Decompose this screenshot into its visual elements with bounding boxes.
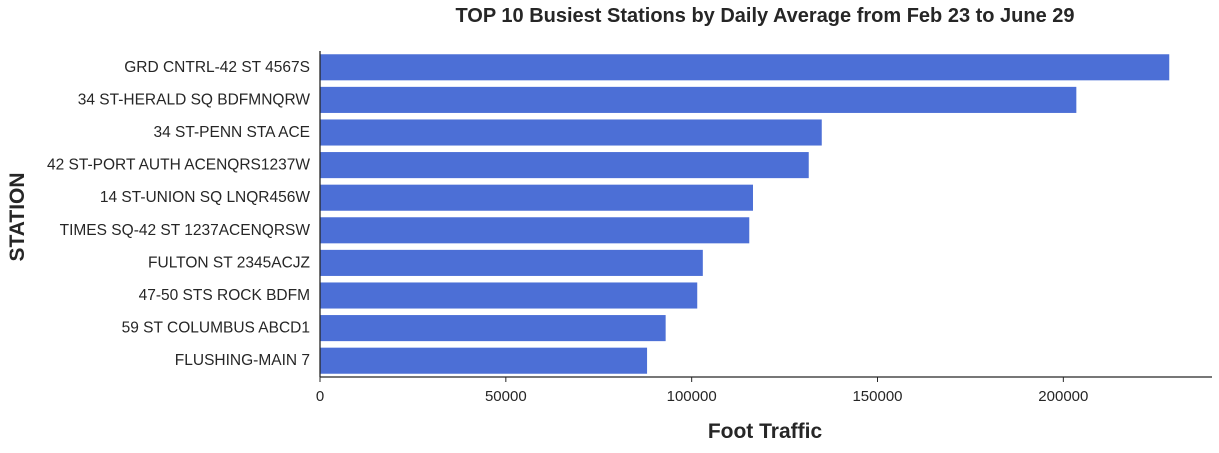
bar [320,119,822,146]
category-label: 47-50 STS ROCK BDFM [139,287,310,304]
bars-group [320,54,1170,374]
x-axis-label: Foot Traffic [708,420,823,443]
y-axis-label: STATION [6,172,29,261]
bar [320,152,809,179]
bar [320,282,698,309]
x-tick-label: 0 [316,388,324,405]
bar [320,54,1170,81]
category-label: 14 ST-UNION SQ LNQR456W [100,189,311,206]
category-label: FLUSHING-MAIN 7 [175,352,310,369]
x-tick-label: 50000 [485,388,527,405]
category-label: FULTON ST 2345ACJZ [148,254,310,271]
x-tick-label: 150000 [852,388,902,405]
category-label: 42 ST-PORT AUTH ACENQRS1237W [47,157,310,174]
category-label: 34 ST-PENN STA ACE [154,124,311,141]
category-label: TIMES SQ-42 ST 1237ACENQRSW [60,222,311,239]
category-label: GRD CNTRL-42 ST 4567S [124,59,310,76]
category-label: 34 ST-HERALD SQ BDFMNQRW [78,91,311,108]
bar [320,315,666,342]
bar [320,86,1077,113]
x-ticks: 0 50000 100000 150000 200000 [316,377,1088,405]
bar [320,347,648,374]
bar [320,184,753,211]
category-label: 59 ST COLUMBUS ABCD1 [122,320,310,337]
x-tick-label: 200000 [1038,388,1088,405]
bar [320,217,750,244]
bar [320,249,703,276]
x-tick-label: 100000 [667,388,717,405]
category-labels: GRD CNTRL-42 ST 4567S 34 ST-HERALD SQ BDF… [47,59,310,369]
chart-title: TOP 10 Busiest Stations by Daily Average… [455,5,1074,27]
